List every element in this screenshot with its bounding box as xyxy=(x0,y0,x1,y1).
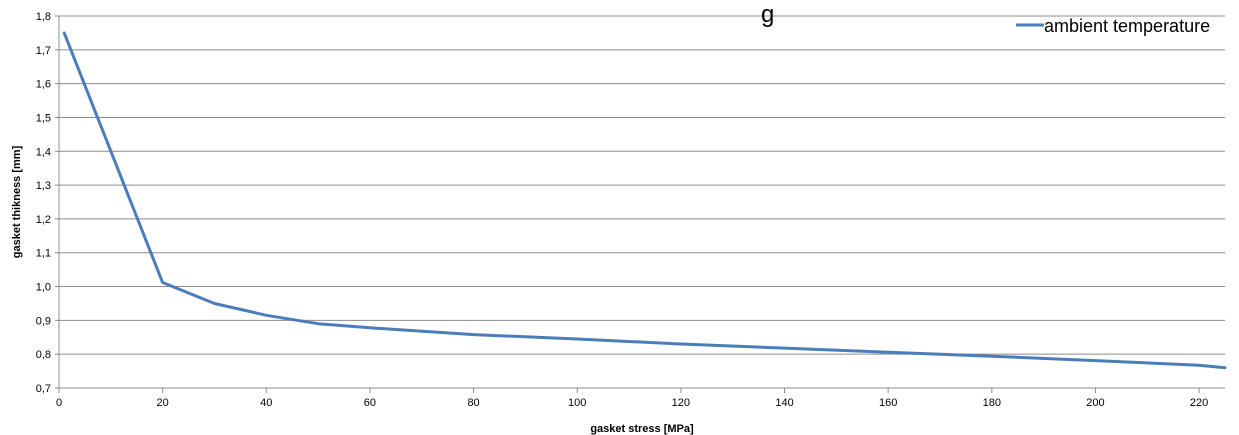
x-tick-label: 220 xyxy=(1190,397,1208,409)
y-tick-label: 1,8 xyxy=(36,11,51,23)
legend: ambient temperature xyxy=(1016,16,1210,36)
chart-title: g xyxy=(761,1,774,28)
x-axis-title: gasket stress [MPa] xyxy=(590,423,694,435)
x-tick-label: 80 xyxy=(467,397,479,409)
x-tick-label: 60 xyxy=(364,397,376,409)
y-tick-label: 1,3 xyxy=(36,180,51,192)
y-tick-label: 1,7 xyxy=(36,45,51,57)
x-tick-label: 120 xyxy=(672,397,690,409)
y-tick-label: 1,0 xyxy=(36,282,51,294)
x-tick-label: 200 xyxy=(1086,397,1104,409)
y-tick-label: 1,5 xyxy=(36,112,51,124)
legend-label: ambient temperature xyxy=(1044,16,1210,36)
y-tick-label: 1,1 xyxy=(36,248,51,260)
y-tick-label: 1,6 xyxy=(36,79,51,91)
y-tick-label: 1,4 xyxy=(36,146,51,158)
x-tick-labels: 0 20 40 60 80 100 120 140 160 180 200 220 xyxy=(56,397,1208,409)
x-tick-label: 100 xyxy=(568,397,586,409)
y-tick-label: 0,9 xyxy=(36,315,51,327)
x-tick-label: 180 xyxy=(983,397,1001,409)
y-tick-label: 1,2 xyxy=(36,214,51,226)
series-group xyxy=(62,31,1227,370)
x-tick-label: 0 xyxy=(56,397,62,409)
series-line-ambient-temperature xyxy=(62,31,1227,370)
axes xyxy=(55,15,1225,393)
x-tick-label: 140 xyxy=(775,397,793,409)
y-tick-labels: 0,7 0,8 0,9 1,0 1,1 1,2 1,3 1,4 1,5 1,6 1,7 1,8 xyxy=(36,11,51,395)
x-tick-label: 20 xyxy=(157,397,169,409)
y-tick-label: 0,8 xyxy=(36,349,51,361)
x-tick-label: 160 xyxy=(879,397,897,409)
y-axis-title: gasket thikness [mm] xyxy=(11,145,23,258)
y-tick-label: 0,7 xyxy=(36,383,51,395)
x-tick-label: 40 xyxy=(260,397,272,409)
grid-lines xyxy=(59,15,1225,389)
